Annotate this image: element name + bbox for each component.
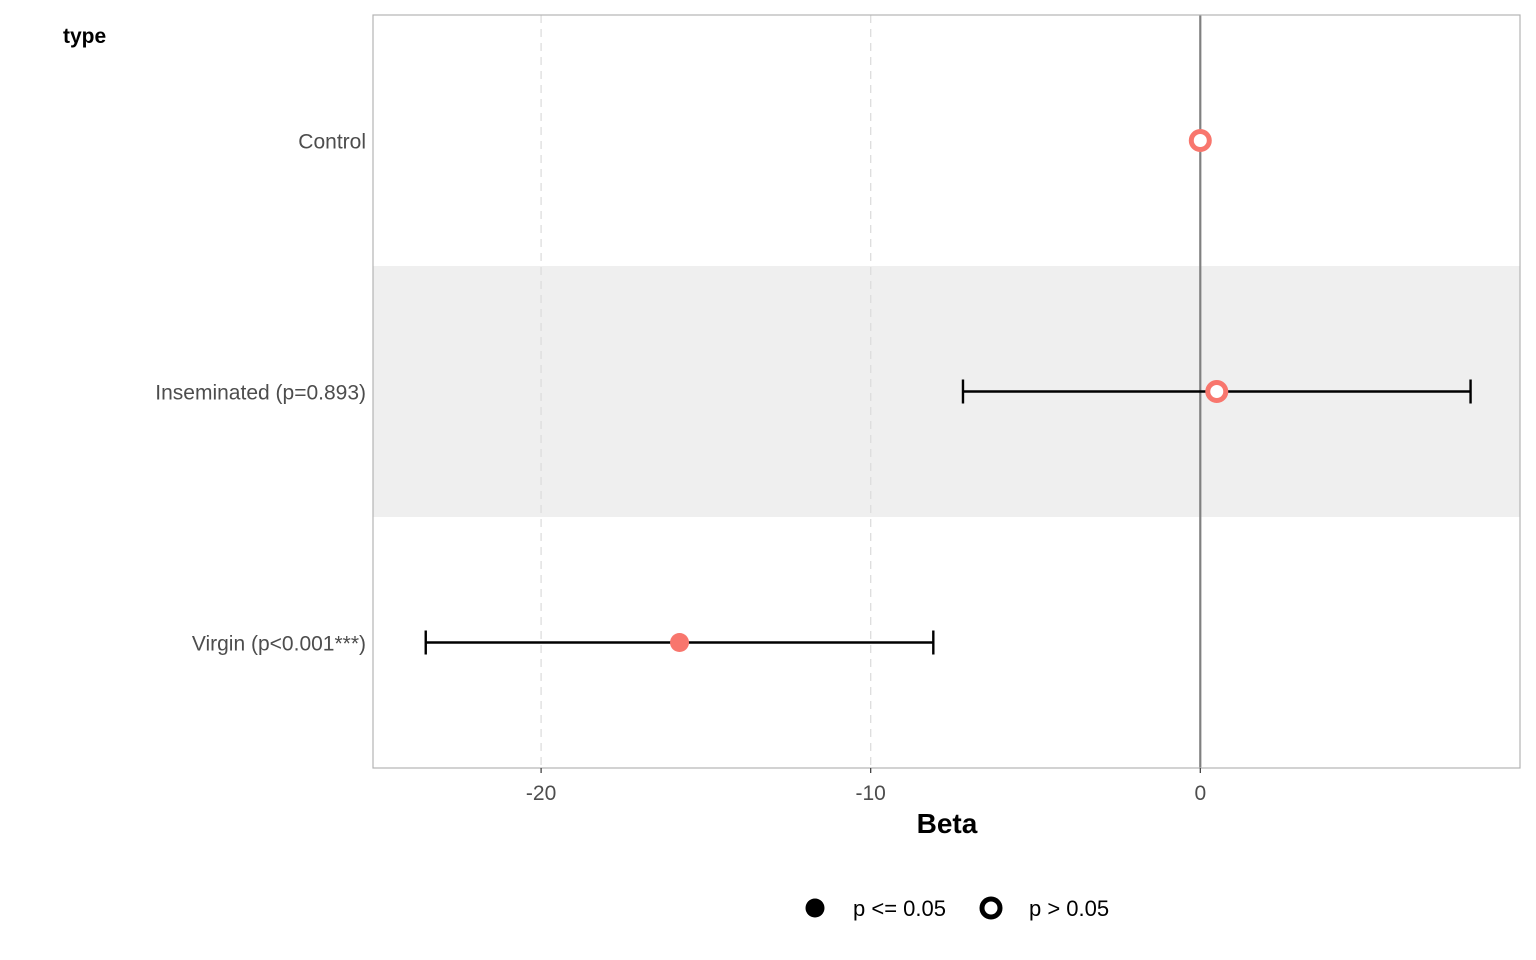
category-labels: Control Inseminated (p=0.893) Virgin (p<0.… xyxy=(155,131,366,656)
point-filled xyxy=(670,633,690,652)
category-label: Inseminated (p=0.893) xyxy=(155,382,366,405)
x-tick-label: -10 xyxy=(856,782,886,805)
category-label: Control xyxy=(298,131,366,154)
legend-key-hollow xyxy=(979,896,1003,920)
legend-key-filled xyxy=(805,898,825,918)
panel-border xyxy=(372,14,1521,769)
legend: p <= 0.05 p > 0.05 xyxy=(805,896,1109,921)
point-hollow xyxy=(1188,129,1212,152)
x-tick-label: 0 xyxy=(1194,782,1206,805)
legend-label: p > 0.05 xyxy=(1029,896,1109,921)
legend-item: p > 0.05 xyxy=(979,896,1109,921)
x-tick-label: -20 xyxy=(526,782,556,805)
legend-item: p <= 0.05 xyxy=(805,896,946,921)
x-axis-title: Beta xyxy=(917,808,978,839)
points xyxy=(670,129,1229,652)
category-label: Virgin (p<0.001***) xyxy=(192,633,366,656)
x-axis-ticks: -20 -10 0 xyxy=(526,768,1206,805)
legend-label: p <= 0.05 xyxy=(853,896,946,921)
group-label: type xyxy=(63,25,106,48)
point-hollow xyxy=(1205,380,1229,403)
